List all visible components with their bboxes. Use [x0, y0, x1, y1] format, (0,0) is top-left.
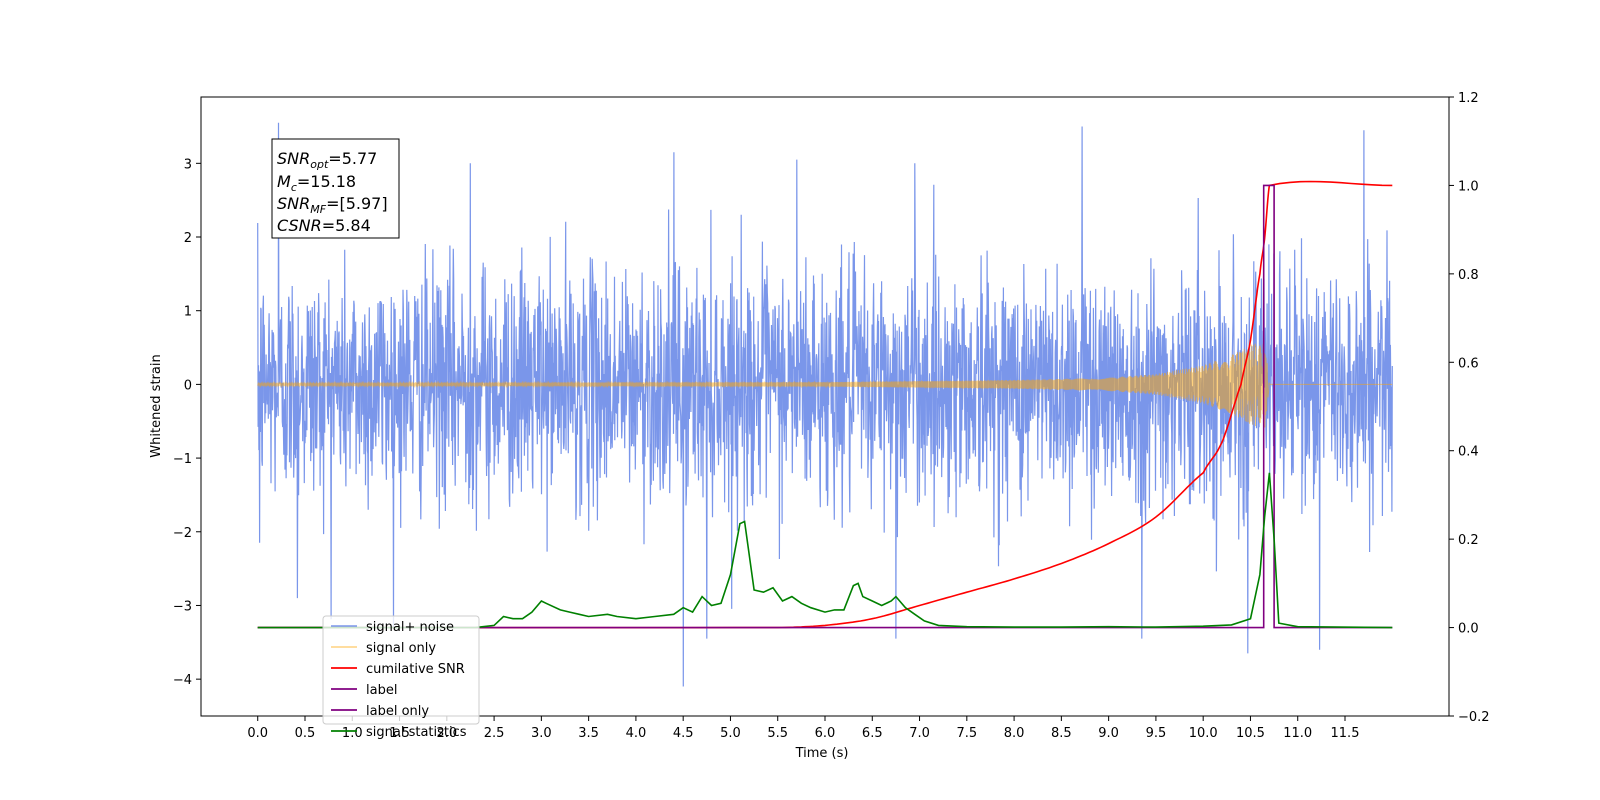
x-tick-label: 1.0 — [342, 726, 363, 741]
x-tick-label: 0.0 — [247, 726, 268, 741]
legend: signal+ noise signal only cumilative SNR la… — [322, 615, 480, 740]
y2-tick-label: 0.0 — [1458, 622, 1479, 637]
series-signal-statistics — [257, 472, 1393, 629]
x-tick-label: 8.5 — [1051, 726, 1072, 741]
y-tick-label: −3 — [173, 599, 192, 614]
legend-entry: label only — [366, 704, 429, 719]
x-tick-label: 6.5 — [862, 726, 883, 741]
x-tick-label: 3.0 — [531, 726, 552, 741]
y-tick-label: −4 — [173, 673, 192, 688]
x-tick-label: 4.0 — [626, 726, 647, 741]
x-tick-label: 11.5 — [1331, 726, 1360, 741]
y2-tick-label: 1.2 — [1458, 91, 1479, 106]
y-axis-right: −0.2 0.0 0.2 0.4 0.6 0.8 1.0 1.2 — [1449, 91, 1490, 725]
legend-entry: signal only — [366, 641, 436, 656]
y-axis-left: −4 −3 −2 −1 0 1 2 3 — [173, 157, 201, 688]
annotation-line: Mc=15.18 — [277, 172, 356, 194]
annotation-line: SNRopt=5.77 — [277, 149, 377, 171]
y2-tick-label: −0.2 — [1458, 710, 1490, 725]
x-tick-label: 5.5 — [767, 726, 788, 741]
x-tick-label: 5.0 — [720, 726, 741, 741]
legend-entry: signal+ noise — [366, 620, 454, 635]
y2-tick-label: 0.6 — [1458, 356, 1479, 371]
y2-tick-label: 0.4 — [1458, 445, 1479, 460]
y-tick-label: 0 — [184, 378, 192, 393]
x-tick-label: 9.0 — [1098, 726, 1119, 741]
x-tick-label: 7.5 — [956, 726, 977, 741]
annotation-line: CSNR=5.84 — [277, 216, 371, 235]
x-tick-label: 1.5 — [389, 726, 410, 741]
annotation-line: SNRMF=[5.97] — [277, 194, 388, 216]
y2-tick-label: 1.0 — [1458, 179, 1479, 194]
x-tick-label: 9.5 — [1146, 726, 1167, 741]
x-tick-label: 6.0 — [815, 726, 836, 741]
y-tick-label: 2 — [184, 231, 192, 246]
y2-tick-label: 0.8 — [1458, 268, 1479, 283]
x-tick-label: 3.5 — [578, 726, 599, 741]
x-axis-label: Time (s) — [795, 746, 849, 761]
x-tick-label: 4.5 — [673, 726, 694, 741]
y2-tick-label: 0.2 — [1458, 533, 1479, 548]
y-axis-label: Whitened strain — [149, 354, 164, 457]
x-tick-label: 8.0 — [1004, 726, 1025, 741]
series-signal-only — [257, 343, 1393, 430]
legend-entry: cumilative SNR — [366, 662, 465, 677]
x-tick-label: 10.0 — [1189, 726, 1218, 741]
x-axis: 0.0 0.5 1.0 1.5 2.0 2.5 3.0 3.5 4.0 4.5 5.0 5.5 6.0 6… — [247, 716, 1359, 741]
x-tick-label: 7.0 — [909, 726, 930, 741]
plot-area — [257, 122, 1393, 687]
y-tick-label: −1 — [173, 452, 192, 467]
x-tick-label: 0.5 — [295, 726, 316, 741]
y-tick-label: −2 — [173, 526, 192, 541]
series-cumulative-snr — [257, 180, 1393, 629]
y-tick-label: 1 — [184, 305, 192, 320]
legend-entry: label — [366, 683, 397, 698]
legend-frame — [322, 615, 480, 725]
x-tick-label: 10.5 — [1236, 726, 1265, 741]
legend-entry: signal statistics — [366, 725, 467, 740]
x-tick-label: 11.0 — [1283, 726, 1312, 741]
x-tick-label: 2.0 — [436, 726, 457, 741]
annotation-frame — [271, 138, 400, 239]
y-tick-label: 3 — [184, 157, 192, 172]
x-tick-label: 2.5 — [484, 726, 505, 741]
